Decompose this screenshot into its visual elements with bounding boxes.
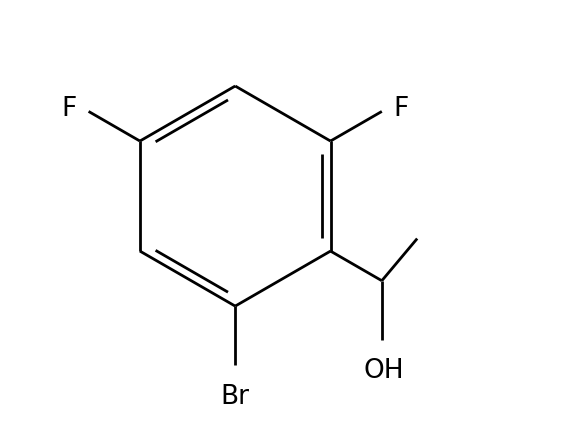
Text: Br: Br [221,384,250,410]
Text: OH: OH [364,358,404,384]
Text: F: F [394,96,409,122]
Text: F: F [62,96,77,122]
